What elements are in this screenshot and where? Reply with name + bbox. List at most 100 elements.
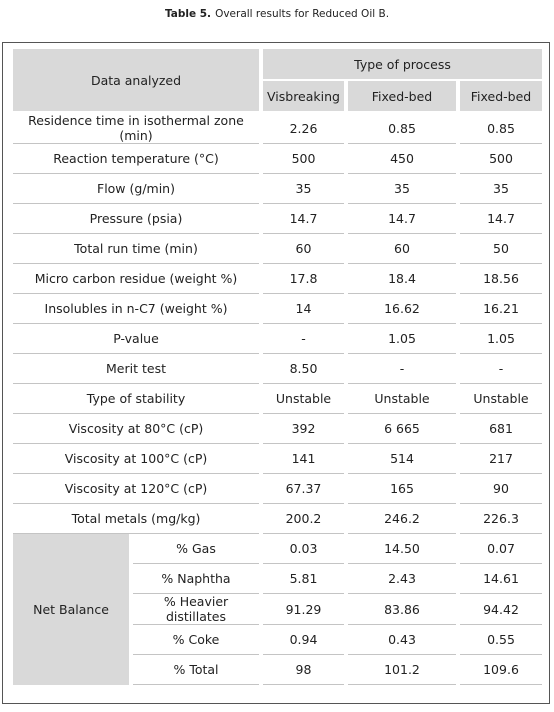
row-label: Type of stability bbox=[13, 384, 259, 414]
row-label: Total metals (mg/kg) bbox=[13, 504, 259, 534]
results-table: Data analyzed Type of process Visbreakin… bbox=[9, 49, 546, 685]
cell: 35 bbox=[263, 174, 344, 204]
cell: 6 665 bbox=[348, 414, 456, 444]
cell: 91.29 bbox=[263, 594, 344, 625]
cell: 450 bbox=[348, 144, 456, 174]
row-label: % Total bbox=[133, 655, 259, 685]
cell: 165 bbox=[348, 474, 456, 504]
table-body: Data analyzed Type of process Visbreakin… bbox=[13, 49, 543, 685]
cell: 500 bbox=[460, 144, 543, 174]
row-label: Viscosity at 120°C (cP) bbox=[13, 474, 259, 504]
cell: 83.86 bbox=[348, 594, 456, 625]
column-header: Visbreaking bbox=[263, 81, 344, 113]
cell: 14.7 bbox=[263, 204, 344, 234]
data-row: Micro carbon residue (weight %) 17.8 18.4 1… bbox=[13, 264, 543, 294]
row-label: Residence time in isothermal zone (min) bbox=[13, 113, 259, 144]
caption: Table 5. Overall results for Reduced Oil … bbox=[0, 8, 554, 20]
row-label: Viscosity at 100°C (cP) bbox=[13, 444, 259, 474]
cell: 90 bbox=[460, 474, 543, 504]
net-balance-row: % Naphtha 5.81 2.43 14.61 bbox=[13, 564, 543, 594]
cell: 0.03 bbox=[263, 534, 344, 564]
row-label: % Gas bbox=[133, 534, 259, 564]
caption-label: Table 5. bbox=[164, 8, 212, 20]
cell: 1.05 bbox=[460, 324, 543, 354]
data-row: Reaction temperature (°C) 500 450 500 bbox=[13, 144, 543, 174]
group-header: Type of process bbox=[263, 49, 543, 81]
cell: - bbox=[348, 354, 456, 384]
row-label: Total run time (min) bbox=[13, 234, 259, 264]
net-balance-row: % Heavier distillates 91.29 83.86 94.42 bbox=[13, 594, 543, 625]
cell: 2.26 bbox=[263, 113, 344, 144]
data-row: Total run time (min) 60 60 50 bbox=[13, 234, 543, 264]
row-label: Flow (g/min) bbox=[13, 174, 259, 204]
cell: 200.2 bbox=[263, 504, 344, 534]
row-label: P-value bbox=[13, 324, 259, 354]
cell: 1.05 bbox=[348, 324, 456, 354]
data-row: Type of stability Unstable Unstable Unstabl… bbox=[13, 384, 543, 414]
net-balance-row: Net Balance% Gas 0.03 14.50 0.07 bbox=[13, 534, 543, 685]
row-label: Reaction temperature (°C) bbox=[13, 144, 259, 174]
row-label-header: Data analyzed bbox=[13, 49, 259, 113]
cell: 5.81 bbox=[263, 564, 344, 594]
cell: - bbox=[263, 324, 344, 354]
data-row: Total metals (mg/kg) 200.2 246.2 226.3 bbox=[13, 504, 543, 534]
cell: 0.43 bbox=[348, 625, 456, 655]
cell: 94.42 bbox=[460, 594, 543, 625]
row-label: Pressure (psia) bbox=[13, 204, 259, 234]
cell: 35 bbox=[348, 174, 456, 204]
row-label: Merit test bbox=[13, 354, 259, 384]
cell: 0.94 bbox=[263, 625, 344, 655]
cell: 60 bbox=[348, 234, 456, 264]
caption-text: Overall results for Reduced Oil B. bbox=[215, 8, 390, 20]
cell: 681 bbox=[460, 414, 543, 444]
cell: 98 bbox=[263, 655, 344, 685]
cell: Unstable bbox=[460, 384, 543, 414]
cell: Unstable bbox=[348, 384, 456, 414]
cell: 0.85 bbox=[348, 113, 456, 144]
cell: 17.8 bbox=[263, 264, 344, 294]
cell: 8.50 bbox=[263, 354, 344, 384]
cell: 101.2 bbox=[348, 655, 456, 685]
cell: 226.3 bbox=[460, 504, 543, 534]
cell: 18.56 bbox=[460, 264, 543, 294]
cell: 109.6 bbox=[460, 655, 543, 685]
row-label: Insolubles in n-C7 (weight %) bbox=[13, 294, 259, 324]
row-label: Micro carbon residue (weight %) bbox=[13, 264, 259, 294]
table-frame: Data analyzed Type of process Visbreakin… bbox=[2, 42, 550, 704]
cell: 16.21 bbox=[460, 294, 543, 324]
cell: 246.2 bbox=[348, 504, 456, 534]
cell: 60 bbox=[263, 234, 344, 264]
cell: - bbox=[460, 354, 543, 384]
column-header: Fixed-bed bbox=[460, 81, 543, 113]
header-row: Visbreaking Fixed-bed Fixed-bed bbox=[13, 81, 543, 113]
cell: 14.61 bbox=[460, 564, 543, 594]
data-row: Merit test 8.50- - bbox=[13, 354, 543, 384]
row-label: % Naphtha bbox=[133, 564, 259, 594]
cell: Unstable bbox=[263, 384, 344, 414]
data-row: Residence time in isothermal zone (min) 2… bbox=[13, 113, 543, 144]
row-label: Viscosity at 80°C (cP) bbox=[13, 414, 259, 444]
cell: 14.7 bbox=[460, 204, 543, 234]
cell: 67.37 bbox=[263, 474, 344, 504]
cell: 50 bbox=[460, 234, 543, 264]
cell: 16.62 bbox=[348, 294, 456, 324]
cell: 0.07 bbox=[460, 534, 543, 564]
cell: 18.4 bbox=[348, 264, 456, 294]
data-row: P-value -1.05 1.05 bbox=[13, 324, 543, 354]
net-balance-row: % Coke 0.94 0.43 0.55 bbox=[13, 625, 543, 655]
data-row: Viscosity at 100°C (cP) 141 514 217 bbox=[13, 444, 543, 474]
data-row: Viscosity at 120°C (cP) 67.37 165 90 bbox=[13, 474, 543, 504]
cell: 217 bbox=[460, 444, 543, 474]
row-label: % Coke bbox=[133, 625, 259, 655]
cell: 2.43 bbox=[348, 564, 456, 594]
header-row: Data analyzed Type of process bbox=[13, 49, 543, 113]
cell: 141 bbox=[263, 444, 344, 474]
cell: 35 bbox=[460, 174, 543, 204]
cell: 0.55 bbox=[460, 625, 543, 655]
data-row: Flow (g/min) 35 35 35 bbox=[13, 174, 543, 204]
cell: 14.50 bbox=[348, 534, 456, 564]
data-row: Pressure (psia) 14.7 14.7 14.7 bbox=[13, 204, 543, 234]
row-label: % Heavier distillates bbox=[133, 594, 259, 625]
data-row: Insolubles in n-C7 (weight %) 14 16.62 16.2… bbox=[13, 294, 543, 324]
cell: 514 bbox=[348, 444, 456, 474]
